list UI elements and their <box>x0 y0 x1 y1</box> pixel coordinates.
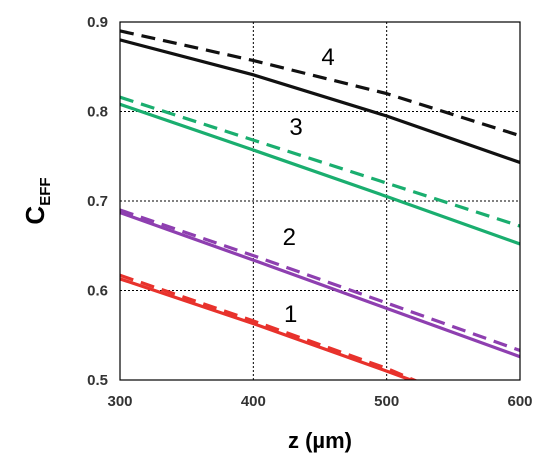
series-line-2-solid <box>120 211 520 359</box>
y-tick-label: 0.8 <box>87 104 108 121</box>
curve-label-3: 3 <box>289 114 302 141</box>
series-line-3-solid <box>120 102 520 246</box>
y-axis-title: CEFF <box>20 177 54 224</box>
series-line-1-dashed <box>120 273 417 380</box>
curve-label-1: 1 <box>284 301 297 328</box>
series-line-4-solid <box>120 38 520 165</box>
plot-frame <box>119 21 521 381</box>
x-tick-label: 400 <box>241 393 266 410</box>
x-tick-label: 500 <box>374 393 399 410</box>
y-tick-label: 0.5 <box>87 372 108 389</box>
y-axis-title-sub: EFF <box>37 177 54 205</box>
y-tick-label: 0.7 <box>87 193 108 210</box>
series-line-3-dashed <box>120 95 520 228</box>
y-tick-label: 0.9 <box>87 14 108 31</box>
x-tick-label: 300 <box>107 393 132 410</box>
y-tick-label: 0.6 <box>87 283 108 300</box>
series-line-1-solid <box>120 277 414 380</box>
curve-label-4: 4 <box>321 44 334 71</box>
series-line-4-dashed <box>120 29 520 138</box>
series-lines <box>120 29 520 380</box>
series-line-2-dashed <box>120 208 520 353</box>
grid <box>120 22 520 380</box>
x-tick-label: 600 <box>507 393 532 410</box>
x-axis-title: z (µm) <box>288 428 352 453</box>
curve-label-2: 2 <box>283 224 296 251</box>
tick-labels: 300 400 500 600 0.5 0.6 0.7 0.8 0.9 <box>87 14 532 410</box>
curve-labels: 1 2 3 4 <box>283 44 335 328</box>
y-axis-title-main: C <box>20 206 50 225</box>
